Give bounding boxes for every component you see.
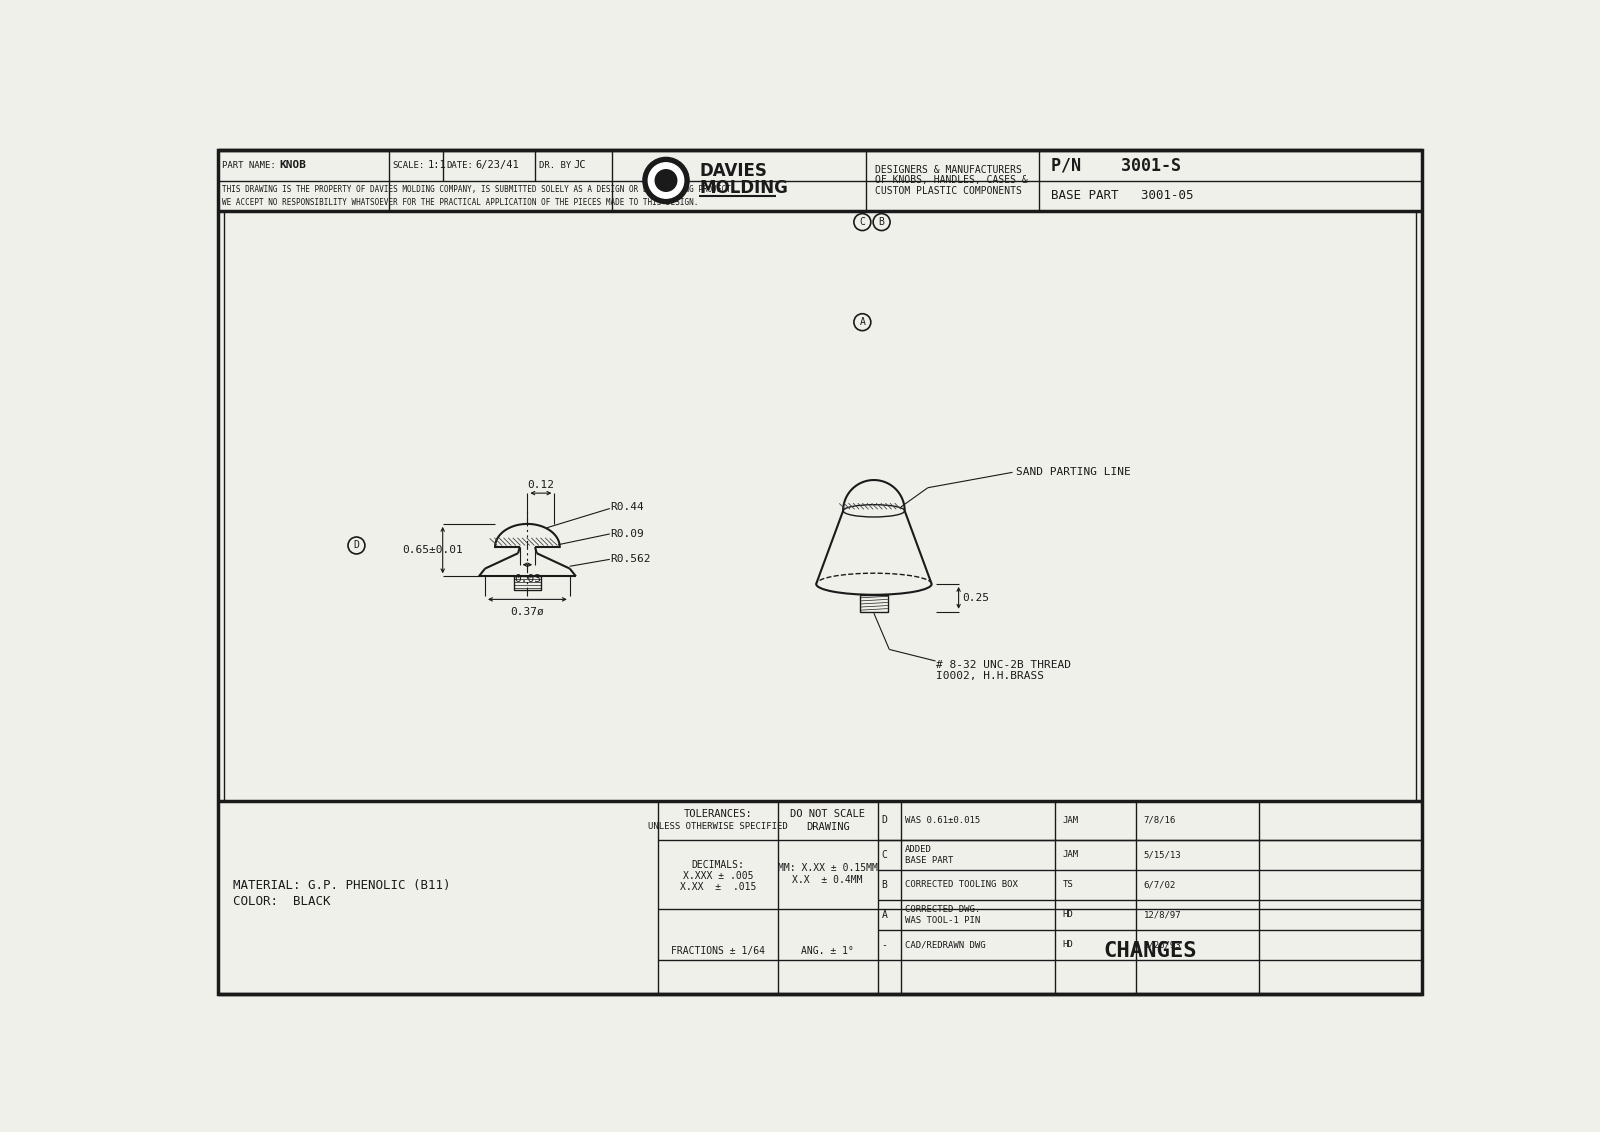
Text: DESIGNERS & MANUFACTURERS: DESIGNERS & MANUFACTURERS (875, 165, 1022, 174)
Text: FRACTIONS ± 1/64: FRACTIONS ± 1/64 (670, 946, 765, 957)
Text: HD: HD (1062, 941, 1074, 950)
Text: MOLDING: MOLDING (699, 179, 787, 197)
Circle shape (648, 163, 683, 198)
Text: P/N    3001-S: P/N 3001-S (1051, 156, 1181, 174)
Text: R0.09: R0.09 (610, 529, 643, 539)
Text: BASE PART: BASE PART (904, 856, 954, 865)
Bar (861, 594, 888, 611)
Text: SAND PARTING LINE: SAND PARTING LINE (1016, 468, 1131, 478)
Text: MM: X.XX ± 0.15MM: MM: X.XX ± 0.15MM (778, 863, 878, 873)
Text: I0002, H.H.BRASS: I0002, H.H.BRASS (936, 671, 1043, 681)
Text: # 8-32 UNC-2B THREAD: # 8-32 UNC-2B THREAD (936, 660, 1070, 670)
Text: DO NOT SCALE: DO NOT SCALE (790, 809, 866, 820)
Text: CAD/REDRAWN DWG: CAD/REDRAWN DWG (904, 941, 986, 950)
Text: WE ACCEPT NO RESPONSIBILITY WHATSOEVER FOR THE PRACTICAL APPLICATION OF THE PIEC: WE ACCEPT NO RESPONSIBILITY WHATSOEVER F… (222, 198, 698, 206)
Text: CORRECTED DWG.: CORRECTED DWG. (904, 904, 979, 914)
Text: CUSTOM PLASTIC COMPONENTS: CUSTOM PLASTIC COMPONENTS (875, 187, 1022, 196)
Bar (514, 576, 541, 590)
Text: JAM: JAM (1062, 816, 1078, 825)
Text: X.X  ± 0.4MM: X.X ± 0.4MM (792, 875, 862, 885)
Text: PART NAME:: PART NAME: (222, 161, 275, 170)
Text: R0.44: R0.44 (610, 501, 643, 512)
Text: -: - (882, 940, 888, 950)
Text: UNLESS OTHERWISE SPECIFIED: UNLESS OTHERWISE SPECIFIED (648, 822, 787, 831)
Text: MATERIAL: G.P. PHENOLIC (B11): MATERIAL: G.P. PHENOLIC (B11) (234, 880, 451, 892)
Text: A: A (859, 317, 866, 327)
Text: DAVIES: DAVIES (699, 162, 766, 180)
Text: OF KNOBS, HANDLES, CASES &: OF KNOBS, HANDLES, CASES & (875, 175, 1029, 186)
Text: C: C (882, 850, 888, 859)
Text: JAM: JAM (1062, 850, 1078, 859)
Text: THIS DRAWING IS THE PROPERTY OF DAVIES MOLDING COMPANY, IS SUBMITTED SOLELY AS A: THIS DRAWING IS THE PROPERTY OF DAVIES M… (222, 186, 731, 195)
Text: 5/15/13: 5/15/13 (1144, 850, 1181, 859)
Text: BASE PART   3001-05: BASE PART 3001-05 (1051, 189, 1194, 203)
Text: 0.12: 0.12 (528, 480, 554, 490)
Text: COLOR:  BLACK: COLOR: BLACK (234, 894, 331, 908)
Text: 3/26/93: 3/26/93 (1144, 941, 1181, 950)
Text: 0.37ø: 0.37ø (510, 607, 544, 617)
Text: ADDED: ADDED (904, 844, 931, 854)
Circle shape (643, 157, 690, 204)
Text: ANG. ± 1°: ANG. ± 1° (802, 946, 854, 957)
Text: A: A (882, 910, 888, 919)
Text: 6/23/41: 6/23/41 (475, 160, 518, 170)
Text: X.XX  ±  .015: X.XX ± .015 (680, 882, 757, 892)
Text: 7/8/16: 7/8/16 (1144, 816, 1176, 825)
Text: JC: JC (574, 160, 586, 170)
Text: HD: HD (1062, 910, 1074, 919)
Text: B: B (882, 880, 888, 890)
Text: CORRECTED TOOLING BOX: CORRECTED TOOLING BOX (904, 881, 1018, 889)
Text: 6/7/02: 6/7/02 (1144, 881, 1176, 889)
Text: DATE:: DATE: (446, 161, 474, 170)
Text: 0.03: 0.03 (514, 574, 541, 584)
Text: C: C (859, 217, 866, 228)
Text: DRAWING: DRAWING (806, 822, 850, 832)
Text: TOLERANCES:: TOLERANCES: (683, 809, 752, 820)
Text: D: D (882, 815, 888, 825)
Text: 1:1: 1:1 (427, 160, 446, 170)
Text: 12/8/97: 12/8/97 (1144, 910, 1181, 919)
Text: WAS 0.61±0.015: WAS 0.61±0.015 (904, 816, 979, 825)
Text: TS: TS (1062, 881, 1074, 889)
Text: WAS TOOL-1 PIN: WAS TOOL-1 PIN (904, 916, 979, 925)
Text: DECIMALS:: DECIMALS: (691, 860, 744, 871)
Text: D: D (354, 540, 360, 550)
Text: B: B (878, 217, 885, 228)
Circle shape (656, 170, 677, 191)
Text: DR. BY: DR. BY (539, 161, 571, 170)
Text: SCALE:: SCALE: (392, 161, 426, 170)
Text: 0.65±0.01: 0.65±0.01 (403, 546, 464, 555)
Text: X.XXX ± .005: X.XXX ± .005 (683, 871, 754, 881)
Text: R0.562: R0.562 (610, 555, 650, 565)
Text: CHANGES: CHANGES (1102, 942, 1197, 961)
Text: 0.25: 0.25 (963, 593, 989, 603)
Text: KNOB: KNOB (280, 160, 307, 170)
